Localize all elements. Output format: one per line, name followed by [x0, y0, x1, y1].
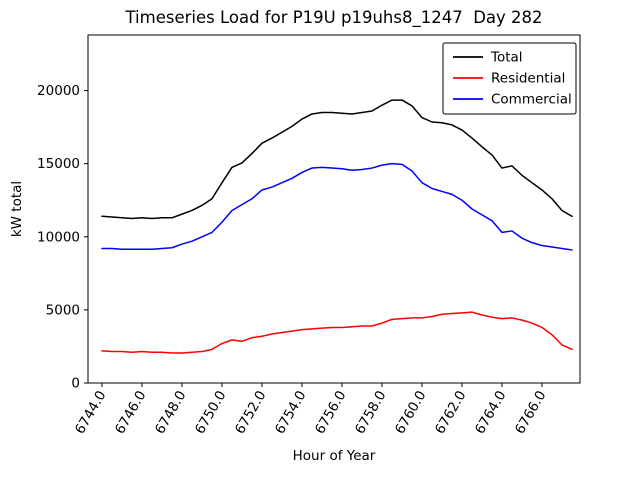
axes-frame: [87, 34, 581, 384]
legend-label-total: Total: [490, 50, 523, 66]
x-tick-label: 6754.0: [272, 388, 309, 437]
y-tick-label: 5000: [46, 302, 80, 318]
y-tick-label: 0: [71, 376, 80, 392]
x-tick-label: 6756.0: [312, 388, 349, 437]
y-tick-label: 20000: [37, 83, 80, 99]
x-tick-label: 6764.0: [472, 388, 509, 437]
x-tick-label: 6766.0: [512, 388, 549, 437]
y-tick-label: 10000: [37, 229, 80, 245]
series-line-total: [101, 99, 573, 220]
y-axis-label: kW total: [9, 181, 25, 237]
legend: Total Residential Commercial: [442, 42, 577, 115]
x-tick-label: 6760.0: [392, 388, 429, 437]
x-tick-label: 6748.0: [152, 388, 189, 437]
chart-title: Timeseries Load for P19U p19uhs8_1247 Da…: [124, 8, 542, 28]
legend-label-commercial: Commercial: [491, 92, 572, 108]
x-tick-label: 6752.0: [232, 388, 269, 437]
legend-box: [442, 42, 577, 115]
x-tick-label: 6762.0: [432, 388, 469, 437]
x-tick-label: 6746.0: [112, 388, 149, 437]
series-line-commercial: [101, 162, 573, 251]
y-tick-label: 15000: [37, 156, 80, 172]
x-tick-label: 6758.0: [352, 388, 389, 437]
x-axis-label: Hour of Year: [293, 448, 376, 464]
x-tick-label: 6750.0: [192, 388, 229, 437]
legend-label-residential: Residential: [491, 71, 565, 87]
series-line-residential: [101, 311, 573, 354]
x-tick-label: 6744.0: [72, 388, 109, 437]
